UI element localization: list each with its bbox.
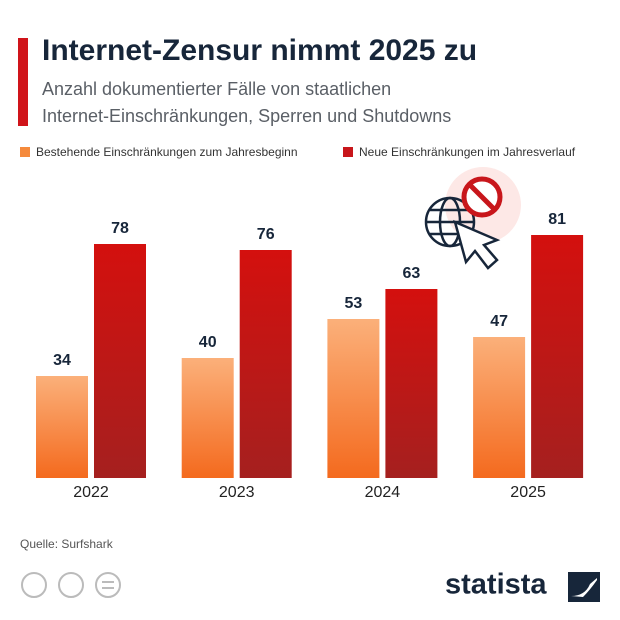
legend-label: Bestehende Einschränkungen zum Jahresbeg… bbox=[36, 145, 298, 159]
value-label: 76 bbox=[257, 226, 275, 243]
chart-title: Internet-Zensur nimmt 2025 zu bbox=[42, 34, 477, 67]
icon bbox=[424, 167, 521, 270]
value-label: 78 bbox=[111, 220, 129, 237]
x-tick-label: 2023 bbox=[219, 484, 255, 501]
legend-swatch bbox=[20, 147, 30, 157]
x-tick-label: 2025 bbox=[510, 484, 546, 501]
license-icons bbox=[21, 572, 121, 598]
logo: statista bbox=[445, 569, 547, 601]
x-tick-label: 2022 bbox=[73, 484, 109, 501]
value-label: 34 bbox=[53, 352, 71, 369]
bar bbox=[36, 376, 88, 478]
value-label: 63 bbox=[403, 265, 421, 282]
bar bbox=[181, 358, 234, 478]
value-label: 47 bbox=[490, 313, 508, 330]
source: Quelle: Surfshark bbox=[20, 537, 114, 551]
subtitle: Anzahl dokumentierter Fälle von staatlic… bbox=[42, 79, 391, 99]
x-tick-label: 2024 bbox=[365, 484, 401, 501]
legend-swatch bbox=[343, 147, 353, 157]
bar bbox=[385, 289, 438, 478]
value-label: 81 bbox=[548, 211, 566, 228]
subtitle: Internet-Einschränkungen, Sperren und Sh… bbox=[42, 106, 451, 126]
bar bbox=[94, 244, 146, 478]
logo-mark bbox=[568, 572, 600, 602]
bar bbox=[239, 250, 292, 478]
title-accent bbox=[18, 38, 28, 126]
value-label: 53 bbox=[345, 295, 363, 312]
bar bbox=[473, 337, 526, 478]
legend-label: Neue Einschränkungen im Jahresverlauf bbox=[359, 145, 576, 159]
value-label: 40 bbox=[199, 334, 217, 351]
bar bbox=[327, 319, 380, 478]
bar bbox=[531, 235, 584, 478]
